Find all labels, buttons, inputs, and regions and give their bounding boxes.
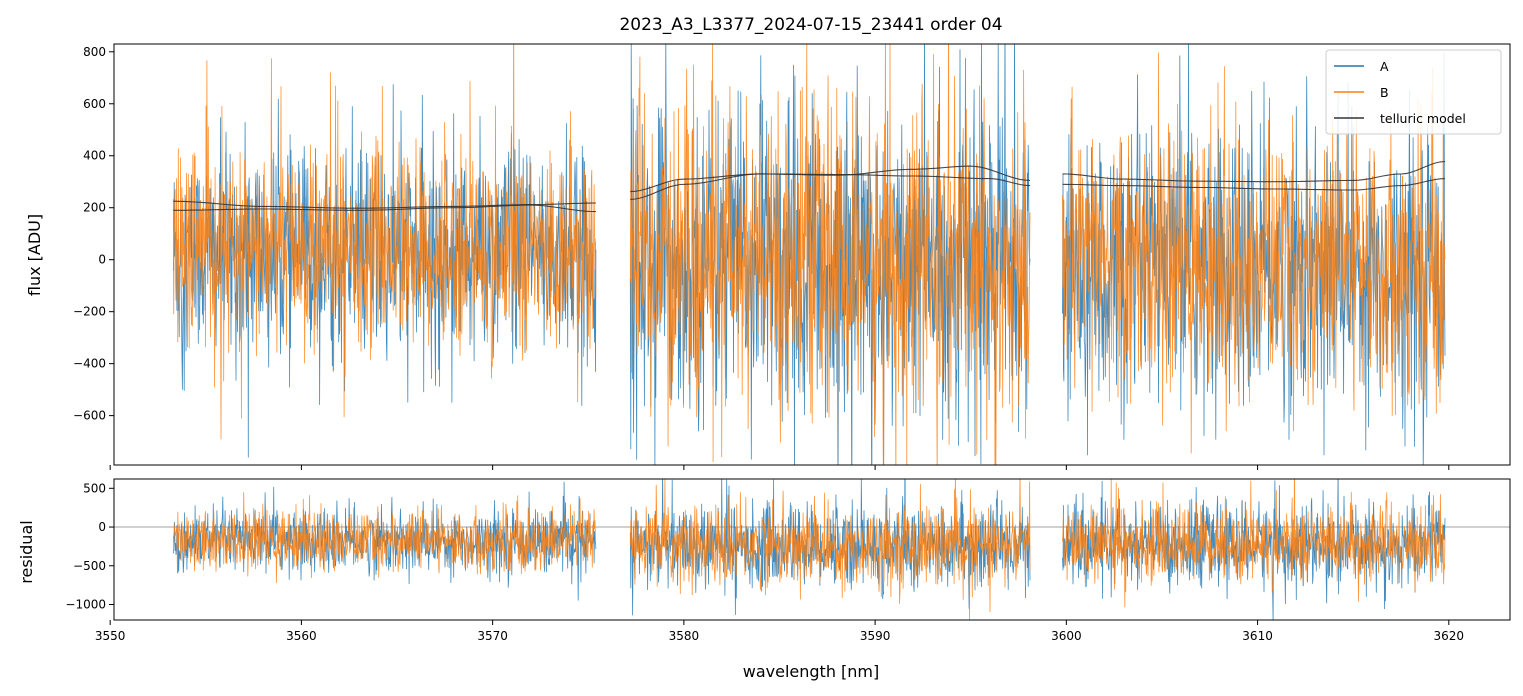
legend-entry-b: B: [1380, 85, 1389, 100]
legend-entry-a: A: [1380, 59, 1389, 74]
flux-y-axis: −600 −400 −200 0 200 400 600 800: [73, 45, 114, 423]
y-tick-label: 600: [83, 97, 106, 111]
x-tick-label: 3590: [860, 629, 891, 643]
series-b-segment-2: [629, 479, 1031, 620]
y-tick-label: 0: [98, 520, 106, 534]
x-axis: 3550 3560 3570 3580 3590 3600 3610 3620: [95, 620, 1464, 643]
x-tick-label: 3570: [477, 629, 508, 643]
x-tick-label: 3580: [669, 629, 700, 643]
x-tick-label: 3610: [1242, 629, 1273, 643]
legend-box: [1325, 49, 1502, 135]
x-tick-label: 3620: [1434, 629, 1465, 643]
telluric-model-line-4: [630, 165, 1031, 200]
telluric-model-line-3: [630, 173, 1031, 193]
series-b-segment-1: [172, 44, 597, 440]
y-tick-label: 200: [83, 201, 106, 215]
x-tick-label: 3560: [286, 629, 317, 643]
y-tick-label: −200: [73, 305, 106, 319]
y-tick-label: 400: [83, 149, 106, 163]
x-tick-label: 3600: [1051, 629, 1082, 643]
series-b-segment-1: [172, 492, 597, 583]
residual-axes-frame: [113, 478, 1511, 621]
flux-x-ticks: [109, 465, 1450, 470]
flux-ylabel: flux [ADU]: [25, 214, 44, 296]
x-axis-label: wavelength [nm]: [743, 662, 880, 681]
residual-y-axis: −1000 −500 0 500: [65, 481, 114, 612]
residual-plot-area: [114, 479, 1510, 620]
y-tick-label: −500: [73, 559, 106, 573]
y-tick-label: 500: [83, 481, 106, 495]
legend: A B telluric model: [1325, 49, 1502, 135]
y-tick-label: −400: [73, 357, 106, 371]
series-b-segment-3: [1062, 52, 1446, 454]
y-tick-label: 800: [83, 45, 106, 59]
series-b-segment-3: [1062, 479, 1446, 608]
y-tick-label: 0: [98, 253, 106, 267]
y-tick-label: −600: [73, 409, 106, 423]
residual-ylabel: residual: [17, 520, 36, 583]
series-b-segment-2: [629, 44, 1031, 465]
legend-entry-telluric: telluric model: [1380, 111, 1466, 126]
x-tick-label: 3550: [95, 629, 126, 643]
chart-title: 2023_A3_L3377_2024-07-15_23441 order 04: [619, 15, 1002, 35]
telluric-model-line-5: [1062, 160, 1446, 183]
flux-panel: −600 −400 −200 0 200 400 600 800 flux [ADU] A B…: [25, 43, 1511, 470]
residual-panel: −1000 −500 0 500 3550 3560 3570 3580 3590 3600 36…: [17, 478, 1511, 643]
telluric-model-line-6: [1062, 178, 1446, 191]
flux-plot-area: [172, 44, 1446, 465]
telluric-model-line-2: [173, 204, 596, 213]
y-tick-label: −1000: [65, 598, 106, 612]
flux-axes-frame: [113, 43, 1511, 466]
